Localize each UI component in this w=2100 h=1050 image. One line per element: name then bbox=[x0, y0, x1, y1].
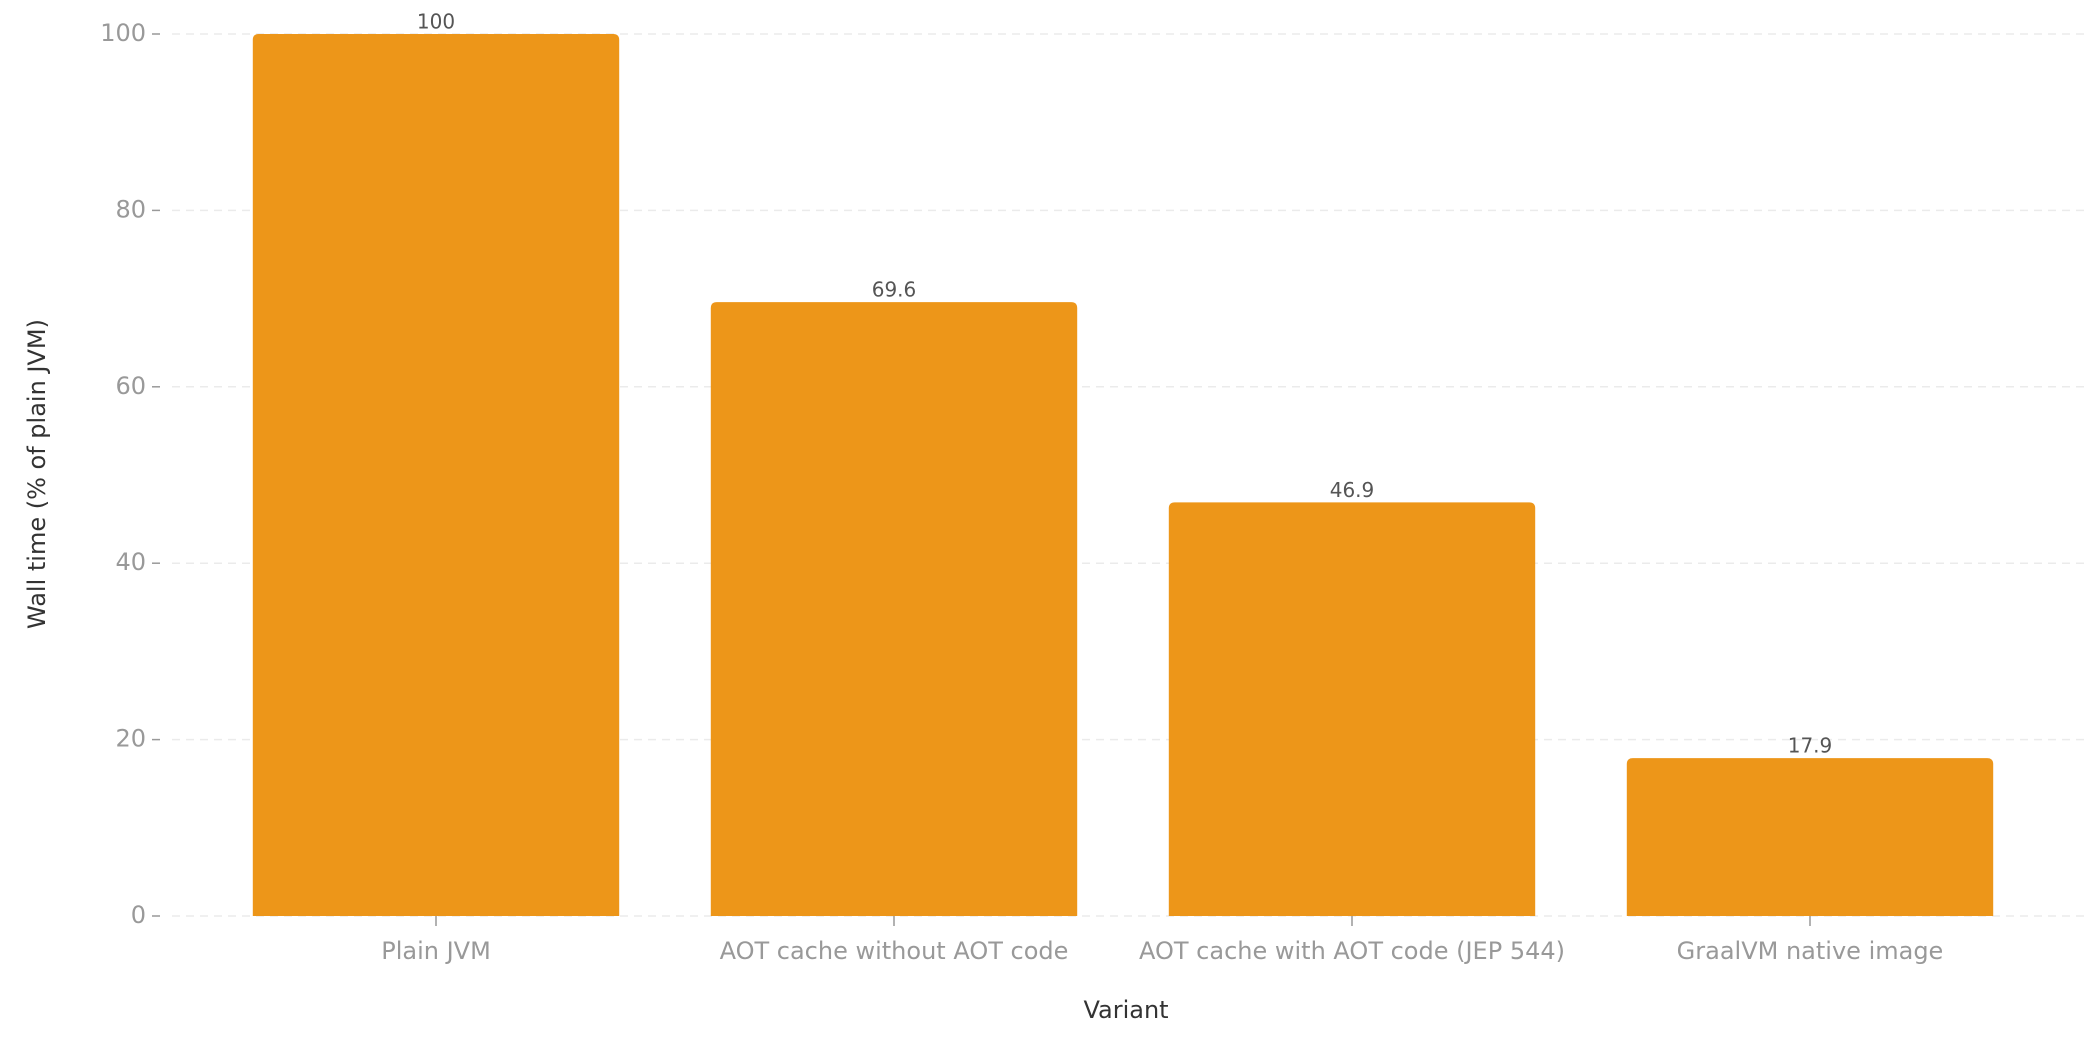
value-label: 100 bbox=[417, 10, 455, 34]
y-tick-label: 100 bbox=[100, 19, 146, 47]
x-tick-label: AOT cache without AOT code bbox=[720, 937, 1069, 965]
y-tick-label: 40 bbox=[115, 548, 146, 576]
x-axis-title: Variant bbox=[1083, 996, 1168, 1024]
bar bbox=[252, 34, 620, 916]
value-label: 69.6 bbox=[872, 278, 917, 302]
x-tick-label: GraalVM native image bbox=[1677, 937, 1944, 965]
bar bbox=[1168, 502, 1536, 916]
y-axis-title: Wall time (% of plain JVM) bbox=[23, 319, 51, 629]
value-label: 17.9 bbox=[1788, 734, 1833, 758]
y-tick-label: 60 bbox=[115, 372, 146, 400]
value-label: 46.9 bbox=[1330, 478, 1375, 502]
bar bbox=[1626, 758, 1994, 916]
y-tick-label: 0 bbox=[131, 901, 146, 929]
y-tick-label: 20 bbox=[115, 725, 146, 753]
bar bbox=[710, 302, 1078, 916]
x-tick-label: Plain JVM bbox=[381, 937, 491, 965]
x-tick-label: AOT cache with AOT code (JEP 544) bbox=[1139, 937, 1565, 965]
y-tick-label: 80 bbox=[115, 195, 146, 223]
